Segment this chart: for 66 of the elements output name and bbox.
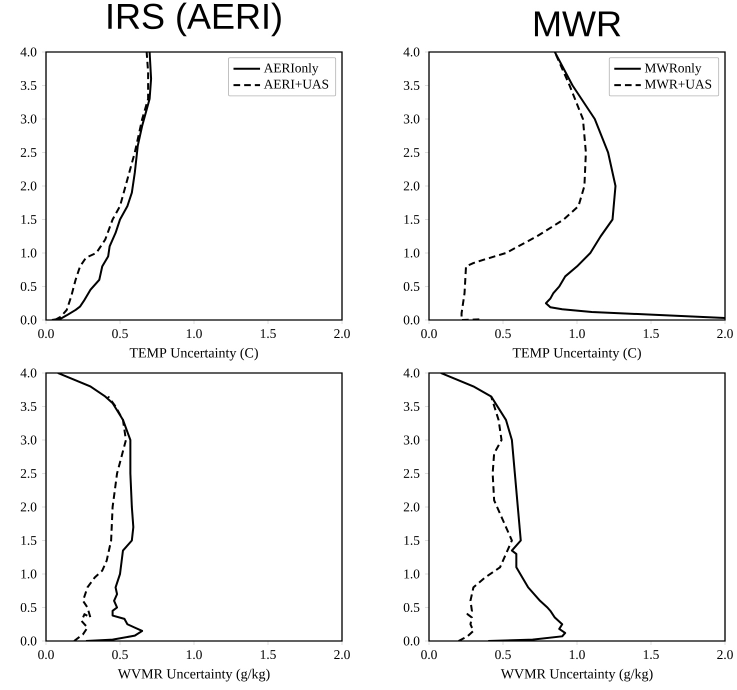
- x-tick-label: 1.5: [644, 650, 659, 660]
- x-tick-label: 2.0: [717, 329, 733, 338]
- x-axis-title: WVMR Uncertainty (g/kg): [500, 668, 653, 682]
- y-tick-label: 0.0: [20, 315, 36, 325]
- x-tick-label: 0.0: [38, 329, 54, 338]
- x-tick-label: 0.0: [38, 650, 54, 660]
- y-tick-label: 2.5: [20, 469, 36, 478]
- y-tick-label: 0.5: [404, 602, 420, 612]
- x-tick-label: 0.5: [112, 329, 128, 338]
- legend-label: AERIonly: [264, 63, 318, 76]
- chart-title: IRS (AERI): [108, 2, 281, 36]
- y-tick-label: 1.0: [404, 248, 420, 258]
- y-tick-label: 1.5: [21, 536, 36, 545]
- y-tick-label: 2.5: [20, 148, 36, 158]
- y-tick-label: 1.5: [404, 215, 420, 224]
- x-tick-label: 0.0: [421, 329, 437, 338]
- chart-title: MWR: [534, 11, 620, 36]
- y-tick-label: 2.5: [404, 148, 420, 158]
- y-tick-label: 1.0: [21, 248, 36, 258]
- x-tick-label: 2.0: [717, 650, 733, 660]
- y-tick-label: 2.0: [404, 181, 420, 191]
- y-tick-label: 3.0: [20, 114, 36, 124]
- y-tick-label: 2.0: [20, 502, 36, 512]
- y-tick-label: 3.0: [404, 435, 420, 445]
- x-axis-title: WVMR Uncertainty (g/kg): [118, 668, 270, 682]
- x-tick-label: 0.5: [112, 650, 128, 660]
- x-axis-title: TEMP Uncertainty (C): [130, 348, 258, 360]
- y-tick-label: 0.5: [20, 602, 36, 612]
- x-tick-label: 1.5: [644, 329, 659, 338]
- y-tick-label: 1.0: [21, 569, 36, 579]
- y-tick-label: 3.5: [404, 402, 420, 412]
- y-tick-label: 2.0: [404, 502, 420, 512]
- y-tick-label: 3.0: [404, 114, 420, 124]
- x-tick-label: 2.0: [334, 650, 350, 660]
- y-tick-label: 3.5: [404, 80, 420, 90]
- y-tick-label: 3.5: [20, 402, 36, 412]
- x-tick-label: 1.0: [186, 650, 202, 660]
- y-tick-label: 1.5: [21, 215, 36, 224]
- legend-label: MWR+UAS: [644, 80, 712, 89]
- x-tick-label: 2.0: [334, 329, 350, 338]
- legend-label: MWRonly: [644, 63, 702, 76]
- x-tick-label: 1.5: [260, 650, 276, 660]
- x-tick-label: 1.5: [260, 329, 276, 338]
- y-tick-label: 0.5: [20, 282, 36, 292]
- x-axis-title: TEMP Uncertainty (C): [512, 348, 641, 360]
- x-tick-label: 1.0: [570, 329, 585, 338]
- y-tick-label: 0.0: [20, 636, 36, 646]
- y-tick-label: 3.0: [20, 435, 36, 445]
- y-tick-label: 1.5: [404, 536, 420, 545]
- y-tick-label: 3.5: [20, 80, 36, 90]
- x-tick-label: 1.0: [186, 329, 202, 338]
- x-tick-label: 0.5: [495, 329, 511, 338]
- y-tick-label: 1.0: [404, 569, 420, 579]
- y-tick-label: 0.0: [404, 315, 420, 325]
- legend-label: AERI+UAS: [264, 80, 328, 89]
- y-tick-label: 4.0: [403, 368, 420, 378]
- y-tick-label: 0.5: [404, 282, 420, 292]
- y-tick-label: 4.0: [20, 47, 36, 57]
- y-tick-label: 0.0: [404, 636, 420, 646]
- x-tick-label: 0.0: [421, 650, 437, 660]
- y-tick-label: 4.0: [403, 47, 420, 57]
- x-tick-label: 1.0: [570, 650, 585, 660]
- x-tick-label: 0.5: [495, 650, 511, 660]
- y-tick-label: 4.0: [20, 368, 36, 378]
- y-tick-label: 2.0: [20, 181, 36, 191]
- y-tick-label: 2.5: [404, 469, 420, 478]
